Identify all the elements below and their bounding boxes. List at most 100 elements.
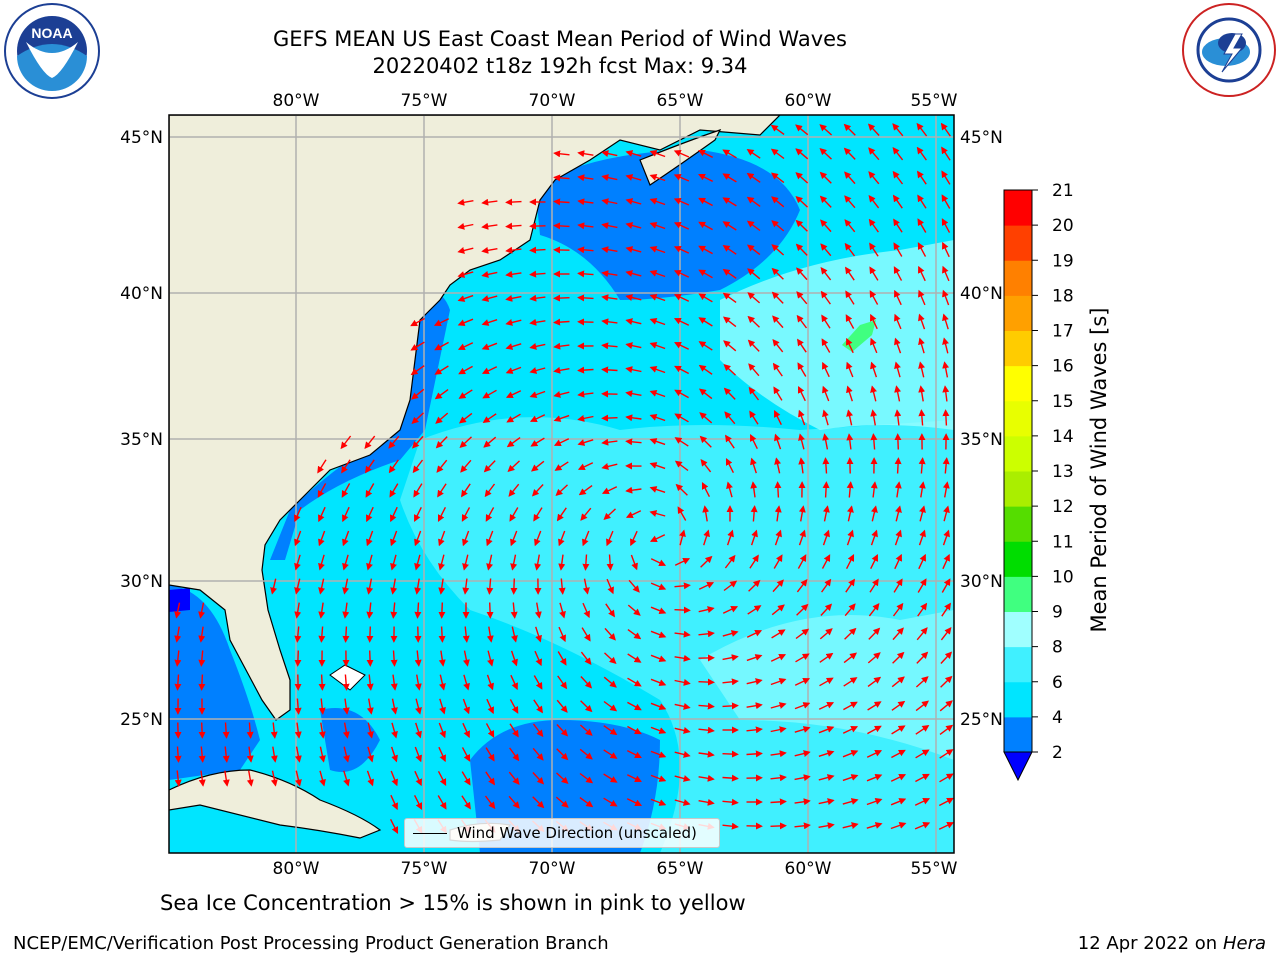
- wave-direction-arrow: [700, 458, 712, 473]
- wave-direction-arrow: [650, 558, 667, 566]
- wave-direction-arrow: [553, 294, 570, 302]
- wave-direction-arrow: [294, 650, 302, 667]
- wave-direction-arrow: [461, 483, 471, 498]
- wave-direction-arrow: [722, 245, 737, 255]
- wave-direction-arrow: [941, 578, 951, 593]
- wave-direction-arrow: [414, 602, 422, 619]
- wave-direction-arrow: [505, 366, 522, 374]
- wave-direction-arrow: [529, 270, 546, 278]
- wave-direction-arrow: [343, 770, 350, 787]
- wave-direction-arrow: [532, 747, 544, 761]
- wave-direction-arrow: [532, 723, 544, 738]
- wave-direction-arrow: [412, 435, 424, 449]
- wave-direction-arrow: [626, 749, 642, 759]
- wave-direction-arrow: [505, 294, 522, 302]
- colorbar-segment: [1004, 225, 1032, 261]
- wave-direction-arrow: [481, 222, 498, 230]
- wave-direction-arrow: [749, 554, 759, 569]
- wave-direction-arrow: [198, 722, 206, 739]
- wave-direction-arrow: [342, 674, 350, 691]
- wave-direction-arrow: [603, 700, 618, 712]
- wave-direction-arrow: [601, 342, 618, 350]
- wave-direction-arrow: [461, 795, 471, 810]
- footer-left: NCEP/EMC/Verification Post Processing Pr…: [13, 933, 609, 954]
- map-plot-area: [169, 115, 954, 853]
- wave-direction-arrow: [820, 266, 832, 281]
- wave-direction-arrow: [818, 750, 835, 757]
- wave-direction-arrow: [698, 364, 713, 375]
- wave-direction-arrow: [557, 651, 567, 666]
- wave-direction-arrow: [772, 339, 784, 353]
- wave-direction-arrow: [388, 459, 399, 474]
- wave-direction-arrow: [439, 698, 446, 715]
- wave-direction-arrow: [674, 630, 691, 638]
- wave-direction-arrow: [774, 433, 782, 450]
- wave-direction-arrow: [722, 654, 739, 662]
- wave-direction-arrow: [674, 775, 691, 782]
- wave-direction-arrow: [601, 366, 618, 374]
- wave-direction-arrow: [438, 626, 446, 643]
- wave-direction-arrow: [411, 388, 425, 400]
- wave-direction-arrow: [529, 294, 546, 302]
- wave-direction-arrow: [722, 173, 737, 183]
- colorbar-tick-label: 12: [1052, 497, 1074, 517]
- colorbar-tick-label: 2: [1052, 743, 1063, 763]
- wave-direction-arrow: [553, 174, 570, 182]
- lat-labels-right: 45°N 40°N 35°N 30°N 25°N: [960, 128, 1003, 730]
- wave-direction-arrow: [794, 798, 811, 806]
- wave-direction-arrow: [558, 554, 566, 571]
- wave-direction-arrow: [722, 774, 739, 782]
- wave-direction-arrow: [366, 674, 374, 691]
- wave-direction-arrow: [510, 602, 518, 619]
- wave-direction-arrow: [414, 746, 422, 763]
- wave-direction-arrow: [894, 433, 902, 450]
- wave-direction-arrow: [770, 124, 785, 135]
- wave-direction-arrow: [529, 390, 546, 398]
- wave-direction-arrow: [649, 294, 666, 302]
- wave-direction-arrow: [673, 270, 690, 278]
- wave-direction-arrow: [481, 198, 498, 206]
- wave-direction-arrow: [481, 295, 498, 302]
- lat-label: 25°N: [960, 710, 1003, 730]
- wave-direction-arrow: [485, 771, 495, 786]
- wave-direction-arrow: [914, 822, 931, 830]
- wave-direction-arrow: [941, 194, 951, 209]
- wave-direction-arrow: [797, 362, 807, 377]
- wave-direction-arrow: [649, 150, 666, 158]
- wave-direction-arrow: [796, 603, 809, 616]
- wave-direction-arrow: [582, 602, 590, 619]
- wave-direction-arrow: [918, 313, 926, 330]
- wave-direction-arrow: [845, 314, 855, 329]
- wave-direction-arrow: [434, 365, 449, 375]
- wave-direction-arrow: [796, 578, 808, 593]
- wave-direction-arrow: [557, 675, 568, 690]
- wave-direction-arrow: [822, 529, 830, 546]
- wave-direction-arrow: [294, 746, 302, 763]
- wave-direction-arrow: [462, 650, 470, 667]
- wave-direction-arrow: [794, 750, 811, 757]
- wave-direction-arrow: [341, 459, 351, 474]
- wave-direction-arrow: [606, 530, 614, 547]
- wave-direction-arrow: [365, 483, 375, 498]
- wave-direction-arrow: [892, 602, 904, 617]
- wave-direction-arrow: [723, 387, 736, 400]
- wave-direction-arrow: [414, 530, 422, 547]
- wave-direction-arrow: [725, 434, 735, 449]
- wave-direction-arrow: [601, 294, 618, 302]
- wave-direction-arrow: [625, 414, 642, 422]
- wave-direction-arrow: [749, 410, 759, 425]
- wave-direction-arrow: [844, 627, 857, 640]
- wave-direction-arrow: [174, 650, 182, 667]
- colorbar-tick-label: 20: [1052, 216, 1074, 236]
- wave-direction-arrow: [772, 579, 784, 593]
- wave-direction-arrow: [577, 150, 594, 158]
- wave-direction-arrow: [603, 725, 618, 736]
- wave-direction-arrow: [366, 698, 374, 715]
- wave-direction-arrow: [505, 319, 522, 326]
- wave-direction-arrow: [894, 313, 902, 330]
- wave-direction-arrow: [486, 602, 494, 619]
- wave-direction-arrow: [915, 773, 930, 783]
- wave-direction-arrow: [940, 651, 953, 664]
- wave-direction-arrow: [649, 366, 666, 374]
- wave-direction-arrow: [914, 798, 931, 806]
